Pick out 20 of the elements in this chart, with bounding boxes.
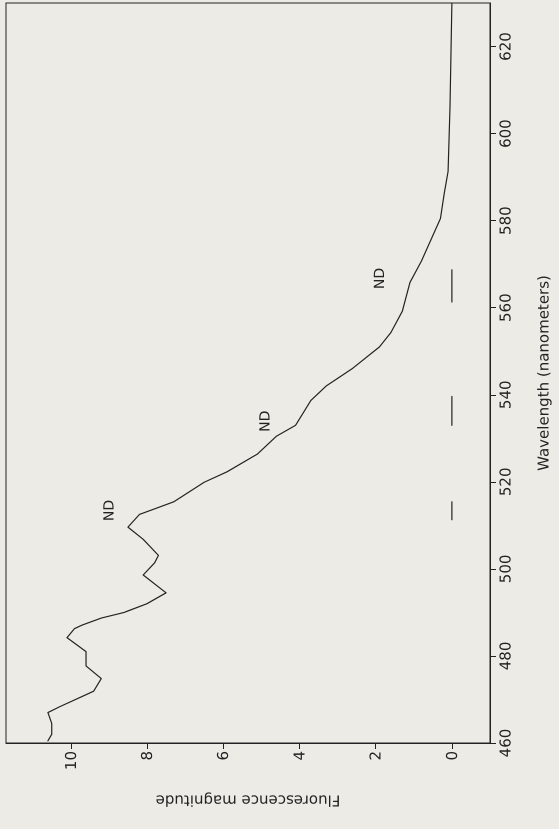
y-axis-title: Wavelength (nanometers)	[534, 275, 552, 471]
x-tick-label: 8	[138, 751, 156, 761]
y-tick-label: 460	[496, 728, 514, 758]
x-axis-title: Fluorescence magnitude	[156, 792, 340, 810]
annotation: ND	[258, 410, 274, 432]
x-tick-label: 2	[366, 751, 385, 761]
annotation: ND	[372, 268, 388, 290]
y-tick-label: 600	[496, 119, 514, 148]
y-tick-label: 560	[496, 293, 514, 322]
y-tick-label: 540	[496, 380, 514, 410]
annotation: ND	[101, 500, 118, 522]
y-tick-label: 580	[496, 206, 514, 235]
y-tick-label: 500	[496, 554, 514, 584]
x-tick-label: 10	[62, 751, 80, 770]
y-tick-label: 620	[496, 32, 514, 61]
x-tick-label: 6	[214, 751, 232, 761]
y-tick-label: 480	[496, 642, 514, 670]
x-tick-label: 0	[442, 751, 461, 761]
x-tick-label: 4	[290, 751, 308, 761]
y-tick-label: 520	[496, 468, 514, 496]
